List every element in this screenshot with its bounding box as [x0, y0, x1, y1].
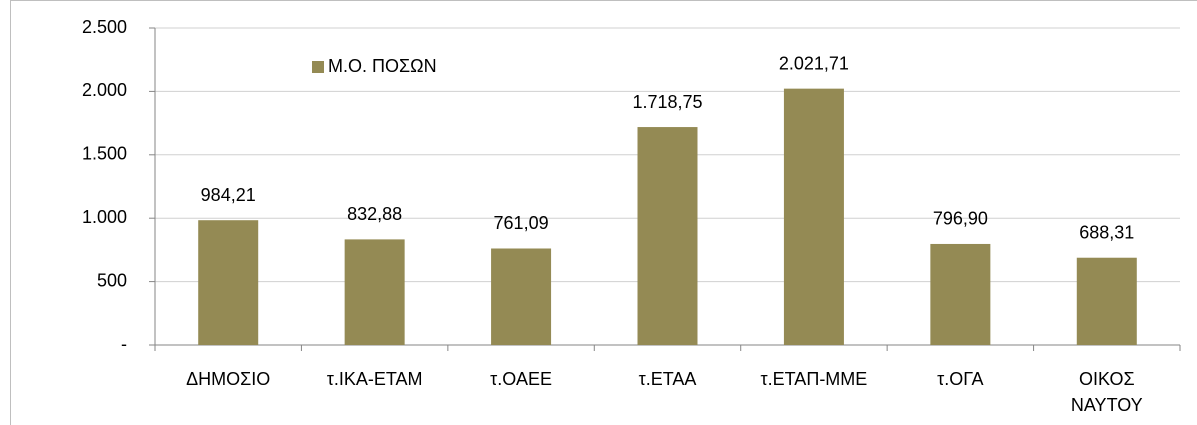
value-label: 796,90	[933, 209, 988, 229]
bar	[637, 127, 698, 345]
bar	[198, 220, 259, 345]
value-label: 761,09	[494, 213, 549, 233]
bar	[1076, 257, 1137, 345]
x-tick-label: τ.ΙΚΑ-ΕΤΑΜ	[326, 369, 423, 389]
x-tick-label: τ.ΟΓΑ	[937, 369, 984, 389]
value-label: 1.718,75	[632, 92, 702, 112]
x-tick-label: ΟΙΚΟΣ ΝΑΥΤΟΥ	[1070, 369, 1143, 415]
bar	[344, 239, 405, 345]
legend-swatch	[312, 61, 324, 73]
bar	[930, 243, 991, 345]
value-label: 2.021,71	[779, 53, 849, 73]
bar	[491, 248, 552, 345]
y-tick-label: 1.500	[82, 144, 127, 164]
value-label: 984,21	[201, 185, 256, 205]
x-tick-label: τ.ΕΤΑΑ	[638, 369, 697, 389]
value-label: 688,31	[1079, 222, 1134, 242]
y-tick-label: -	[121, 334, 127, 354]
bar	[783, 88, 844, 346]
y-tick-label: 2.500	[82, 17, 127, 37]
legend-label: Μ.Ο. ΠΟΣΩΝ	[328, 56, 437, 76]
x-tick-label: τ.ΟΑΕΕ	[490, 369, 552, 389]
value-label: 832,88	[347, 204, 402, 224]
x-tick-label: ΔΗΜΟΣΙΟ	[186, 369, 271, 389]
y-tick-label: 2.000	[82, 80, 127, 100]
y-tick-label: 500	[97, 270, 127, 290]
y-tick-label: 1.000	[82, 207, 127, 227]
chart-border	[10, 0, 1197, 425]
x-tick-label: τ.ΕΤΑΠ-ΜΜΕ	[760, 369, 868, 389]
